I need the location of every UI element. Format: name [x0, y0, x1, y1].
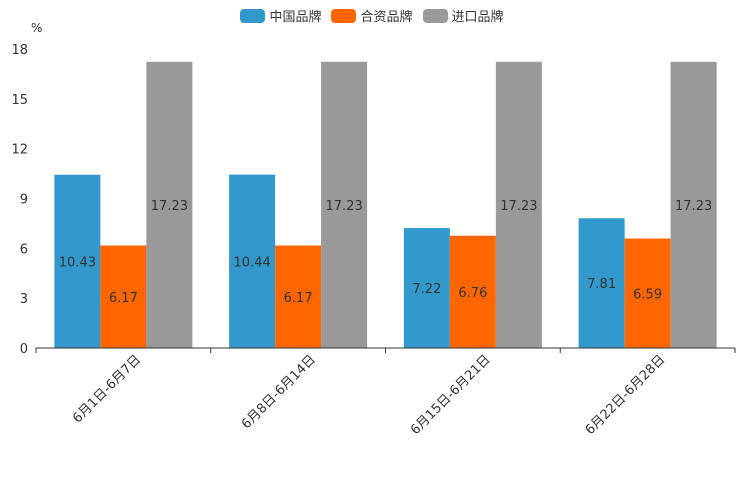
bar-value-label: 10.44	[234, 255, 271, 270]
legend-swatch-joint-venture-brand	[331, 8, 357, 23]
bar-value-label: 17.23	[500, 199, 537, 214]
bar[interactable]	[449, 235, 496, 348]
bar-value-label: 6.59	[633, 287, 662, 302]
x-tick-label: 6月15日-6月21日	[408, 352, 494, 438]
bar-value-label: 6.17	[284, 291, 313, 306]
y-tick-label: 6	[20, 242, 28, 257]
bar-value-label: 6.17	[109, 291, 138, 306]
y-axis-unit-label: %	[31, 21, 43, 35]
bar[interactable]	[624, 238, 671, 348]
y-tick-label: 18	[11, 43, 28, 58]
legend: 中国品牌 合资品牌 进口品牌	[0, 6, 744, 25]
x-tick-label: 6月1日-6月7日	[70, 352, 144, 426]
bar-value-label: 7.81	[587, 277, 616, 292]
y-tick-label: 15	[11, 93, 28, 108]
legend-swatch-imported-brand	[422, 8, 448, 23]
bar-value-label: 17.23	[151, 199, 188, 214]
legend-item-china-brand[interactable]: 中国品牌	[240, 6, 321, 25]
bar-value-label: 6.76	[458, 286, 487, 301]
y-tick-label: 0	[20, 342, 28, 357]
x-tick-label: 6月8日-6月14日	[239, 352, 319, 432]
legend-label-joint-venture-brand: 合资品牌	[360, 10, 413, 25]
bar-value-label: 7.22	[412, 282, 441, 297]
bar[interactable]	[578, 218, 625, 348]
bar[interactable]	[403, 228, 450, 348]
legend-label-china-brand: 中国品牌	[269, 10, 322, 25]
y-tick-label: 9	[20, 193, 28, 208]
bar-value-label: 17.23	[675, 199, 712, 214]
legend-swatch-china-brand	[240, 8, 266, 23]
x-tick-label: 6月22日-6月28日	[583, 352, 669, 438]
bar[interactable]	[100, 245, 147, 348]
y-tick-label: 12	[11, 143, 28, 158]
legend-item-imported-brand[interactable]: 进口品牌	[422, 6, 504, 25]
bar-value-label: 10.43	[59, 255, 96, 270]
bar[interactable]	[229, 174, 276, 348]
bar[interactable]	[146, 61, 193, 348]
y-tick-label: 3	[20, 292, 28, 307]
legend-label-imported-brand: 进口品牌	[451, 10, 504, 25]
bar[interactable]	[670, 61, 717, 348]
legend-item-joint-venture-brand[interactable]: 合资品牌	[331, 6, 413, 25]
bar[interactable]	[275, 245, 322, 348]
bar[interactable]	[54, 174, 101, 348]
bar-value-label: 17.23	[326, 199, 363, 214]
bar[interactable]	[495, 61, 542, 348]
bar[interactable]	[321, 61, 368, 348]
